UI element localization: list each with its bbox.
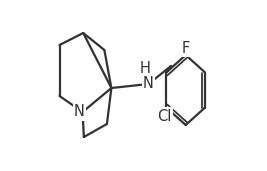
Text: Cl: Cl bbox=[157, 109, 172, 124]
Text: N: N bbox=[74, 104, 85, 120]
Text: N: N bbox=[143, 76, 154, 91]
Text: H: H bbox=[140, 61, 151, 76]
Text: F: F bbox=[182, 41, 190, 56]
